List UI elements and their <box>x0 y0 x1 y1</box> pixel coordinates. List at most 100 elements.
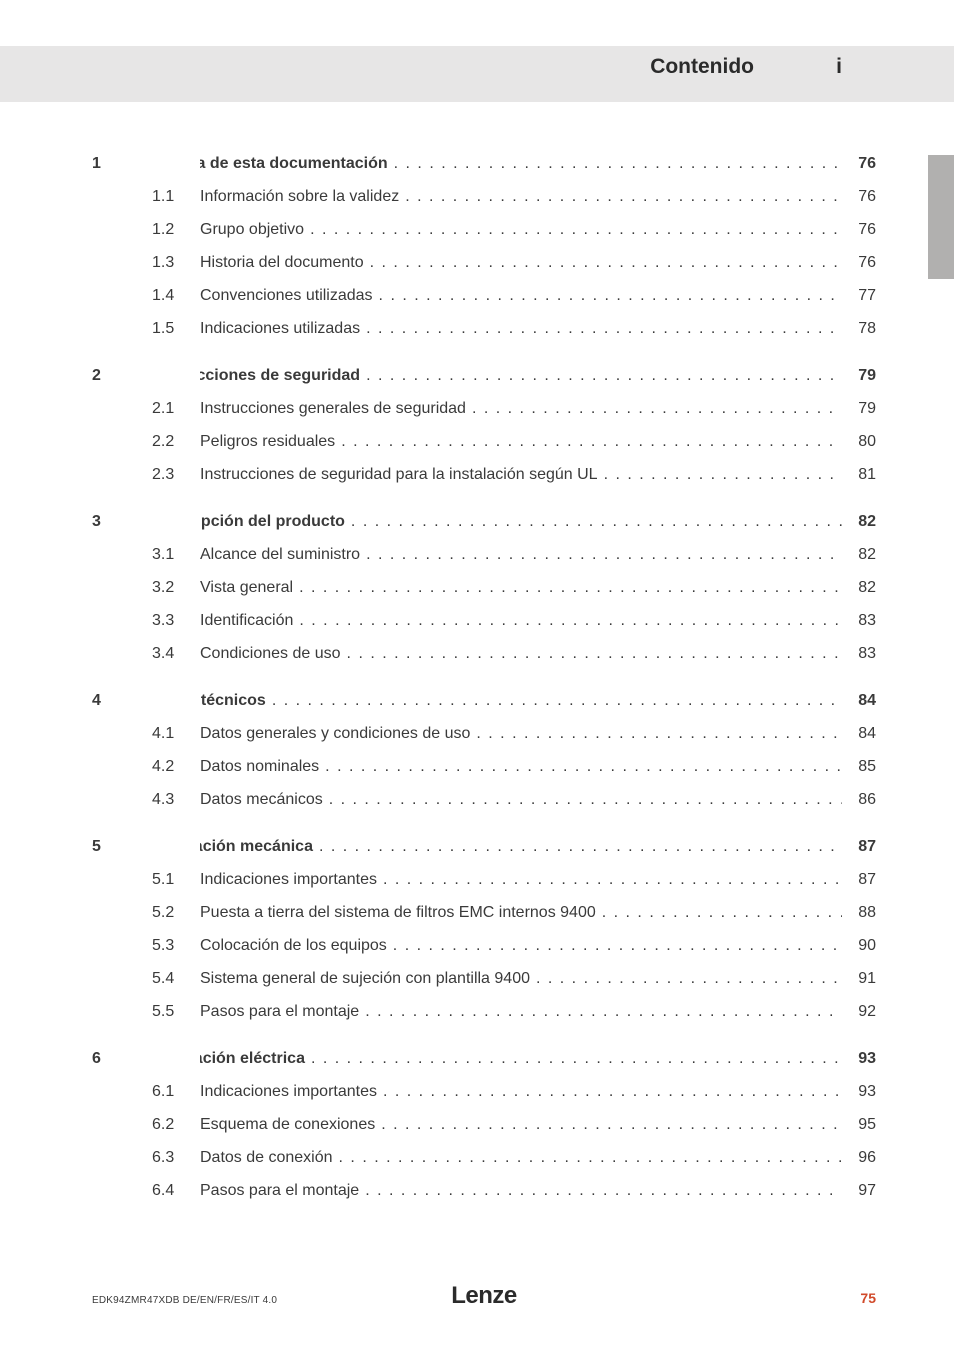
toc-page: 77 <box>842 287 876 305</box>
toc-page: 97 <box>842 1182 876 1200</box>
toc-row: 5 Instalación mecánica . . . . . . . . . … <box>92 838 876 871</box>
toc-subsection-number: 4.2 <box>152 758 200 776</box>
toc-row: 4.2Datos nominales . . . . . . . . . . .… <box>92 758 876 791</box>
toc-title: Puesta a tierra del sistema de filtros E… <box>200 904 596 922</box>
toc-row: 2.2Peligros residuales . . . . . . . . .… <box>92 433 876 466</box>
header-bar <box>0 46 954 102</box>
toc-subsection-number: 2.2 <box>152 433 200 451</box>
toc-title: Historia del documento <box>200 254 364 272</box>
toc-leader-dots: . . . . . . . . . . . . . . . . . . . . … <box>360 320 842 338</box>
toc-leader-dots: . . . . . . . . . . . . . . . . . . . . … <box>293 579 842 597</box>
toc-title-group: Sistema general de sujeción con plantill… <box>200 970 842 988</box>
toc-page: 85 <box>842 758 876 776</box>
toc-leader-dots: . . . . . . . . . . . . . . . . . . . . … <box>388 155 842 173</box>
toc-gap <box>92 499 876 513</box>
toc-page: 95 <box>842 1116 876 1134</box>
footer-page-number: 75 <box>860 1290 876 1306</box>
toc-title: Indicaciones importantes <box>200 871 377 889</box>
toc-title: Colocación de los equipos <box>200 937 387 955</box>
toc-title-group: Instalación mecánica . . . . . . . . . .… <box>200 838 842 856</box>
toc-title-group: Datos nominales . . . . . . . . . . . . … <box>200 758 842 776</box>
toc-row: 6.3Datos de conexión . . . . . . . . . .… <box>92 1149 876 1182</box>
toc-page: 93 <box>842 1083 876 1101</box>
toc-row: 4.3Datos mecánicos . . . . . . . . . . .… <box>92 791 876 824</box>
toc-leader-dots: . . . . . . . . . . . . . . . . . . . . … <box>375 1116 842 1134</box>
toc-section-number: 2 <box>92 367 152 385</box>
toc-page: 79 <box>842 367 876 385</box>
toc-page: 83 <box>842 612 876 630</box>
toc-title: Grupo objetivo <box>200 221 304 239</box>
header-title: Contenido <box>650 55 754 79</box>
toc-title-group: Instrucciones de seguridad para la insta… <box>200 466 842 484</box>
toc-row: 1.3Historia del documento . . . . . . . … <box>92 254 876 287</box>
toc-title: Instrucciones de seguridad <box>200 367 360 385</box>
toc-leader-dots: . . . . . . . . . . . . . . . . . . . . … <box>596 904 842 922</box>
toc-title-group: Indicaciones importantes . . . . . . . .… <box>200 1083 842 1101</box>
toc-row: 4.1Datos generales y condiciones de uso … <box>92 725 876 758</box>
toc-leader-dots: . . . . . . . . . . . . . . . . . . . . … <box>345 513 842 531</box>
toc-page: 82 <box>842 579 876 597</box>
toc-row: 6.4Pasos para el montaje . . . . . . . .… <box>92 1182 876 1215</box>
toc-page: 93 <box>842 1050 876 1068</box>
toc-title-group: Instalación eléctrica . . . . . . . . . … <box>200 1050 842 1068</box>
toc-section-number: 6 <box>92 1050 152 1068</box>
toc-title: Indicaciones importantes <box>200 1083 377 1101</box>
toc-subsection-number: 3.1 <box>152 546 200 564</box>
toc-page: 79 <box>842 400 876 418</box>
toc-title: Convenciones utilizadas <box>200 287 373 305</box>
toc-section-number: 1 <box>92 155 152 173</box>
toc-title-group: Instrucciones de seguridad . . . . . . .… <box>200 367 842 385</box>
toc-row: 1 Acerca de esta documentación . . . . . … <box>92 155 876 188</box>
toc-title: Instrucciones generales de seguridad <box>200 400 466 418</box>
toc-subsection-number: 4.3 <box>152 791 200 809</box>
toc-subsection-number: 3.3 <box>152 612 200 630</box>
toc-page: 78 <box>842 320 876 338</box>
toc-title-group: Acerca de esta documentación . . . . . .… <box>200 155 842 173</box>
toc-title-group: Historia del documento . . . . . . . . .… <box>200 254 842 272</box>
toc-page: 96 <box>842 1149 876 1167</box>
toc-title: Indicaciones utilizadas <box>200 320 360 338</box>
toc-title: Instrucciones de seguridad para la insta… <box>200 466 598 484</box>
table-of-contents: 1 Acerca de esta documentación . . . . . … <box>92 155 876 1215</box>
toc-page: 92 <box>842 1003 876 1021</box>
toc-page: 83 <box>842 645 876 663</box>
toc-row: 5.2Puesta a tierra del sistema de filtro… <box>92 904 876 937</box>
toc-section-number: 3 <box>92 513 152 531</box>
toc-leader-dots: . . . . . . . . . . . . . . . . . . . . … <box>323 791 842 809</box>
toc-leader-dots: . . . . . . . . . . . . . . . . . . . . … <box>598 466 842 484</box>
toc-page: 76 <box>842 188 876 206</box>
toc-page: 80 <box>842 433 876 451</box>
toc-row: 6.2Esquema de conexiones . . . . . . . .… <box>92 1116 876 1149</box>
toc-title: Pasos para el montaje <box>200 1003 359 1021</box>
toc-leader-dots: . . . . . . . . . . . . . . . . . . . . … <box>313 838 842 856</box>
toc-page: 76 <box>842 155 876 173</box>
toc-title: Pasos para el montaje <box>200 1182 359 1200</box>
toc-leader-dots: . . . . . . . . . . . . . . . . . . . . … <box>359 1182 842 1200</box>
toc-leader-dots: . . . . . . . . . . . . . . . . . . . . … <box>360 367 842 385</box>
toc-title-group: Pasos para el montaje . . . . . . . . . … <box>200 1003 842 1021</box>
toc-leader-dots: . . . . . . . . . . . . . . . . . . . . … <box>360 546 842 564</box>
toc-leader-dots: . . . . . . . . . . . . . . . . . . . . … <box>377 1083 842 1101</box>
toc-subsection-number: 5.3 <box>152 937 200 955</box>
toc-subsection-number: 3.4 <box>152 645 200 663</box>
toc-title-group: Identificación . . . . . . . . . . . . .… <box>200 612 842 630</box>
toc-title: Acerca de esta documentación <box>200 155 388 173</box>
toc-title: Alcance del suministro <box>200 546 360 564</box>
toc-row: 1.1Información sobre la validez . . . . … <box>92 188 876 221</box>
toc-row: 1.2Grupo objetivo . . . . . . . . . . . … <box>92 221 876 254</box>
toc-section-number: 5 <box>92 838 152 856</box>
toc-title-group: Vista general . . . . . . . . . . . . . … <box>200 579 842 597</box>
toc-gap <box>92 1036 876 1050</box>
toc-leader-dots: . . . . . . . . . . . . . . . . . . . . … <box>373 287 842 305</box>
toc-title: Instalación eléctrica <box>200 1050 305 1068</box>
toc-page: 82 <box>842 546 876 564</box>
toc-page: 87 <box>842 838 876 856</box>
toc-row: 3.3Identificación . . . . . . . . . . . … <box>92 612 876 645</box>
toc-leader-dots: . . . . . . . . . . . . . . . . . . . . … <box>377 871 842 889</box>
footer-doc-id: EDK94ZMR47XDB DE/EN/FR/ES/IT 4.0 <box>92 1295 277 1306</box>
toc-row: 4Datos técnicos . . . . . . . . . . . . … <box>92 692 876 725</box>
toc-row: 2 Instrucciones de seguridad . . . . . . … <box>92 367 876 400</box>
toc-leader-dots: . . . . . . . . . . . . . . . . . . . . … <box>305 1050 842 1068</box>
toc-title-group: Colocación de los equipos . . . . . . . … <box>200 937 842 955</box>
toc-title: Vista general <box>200 579 293 597</box>
